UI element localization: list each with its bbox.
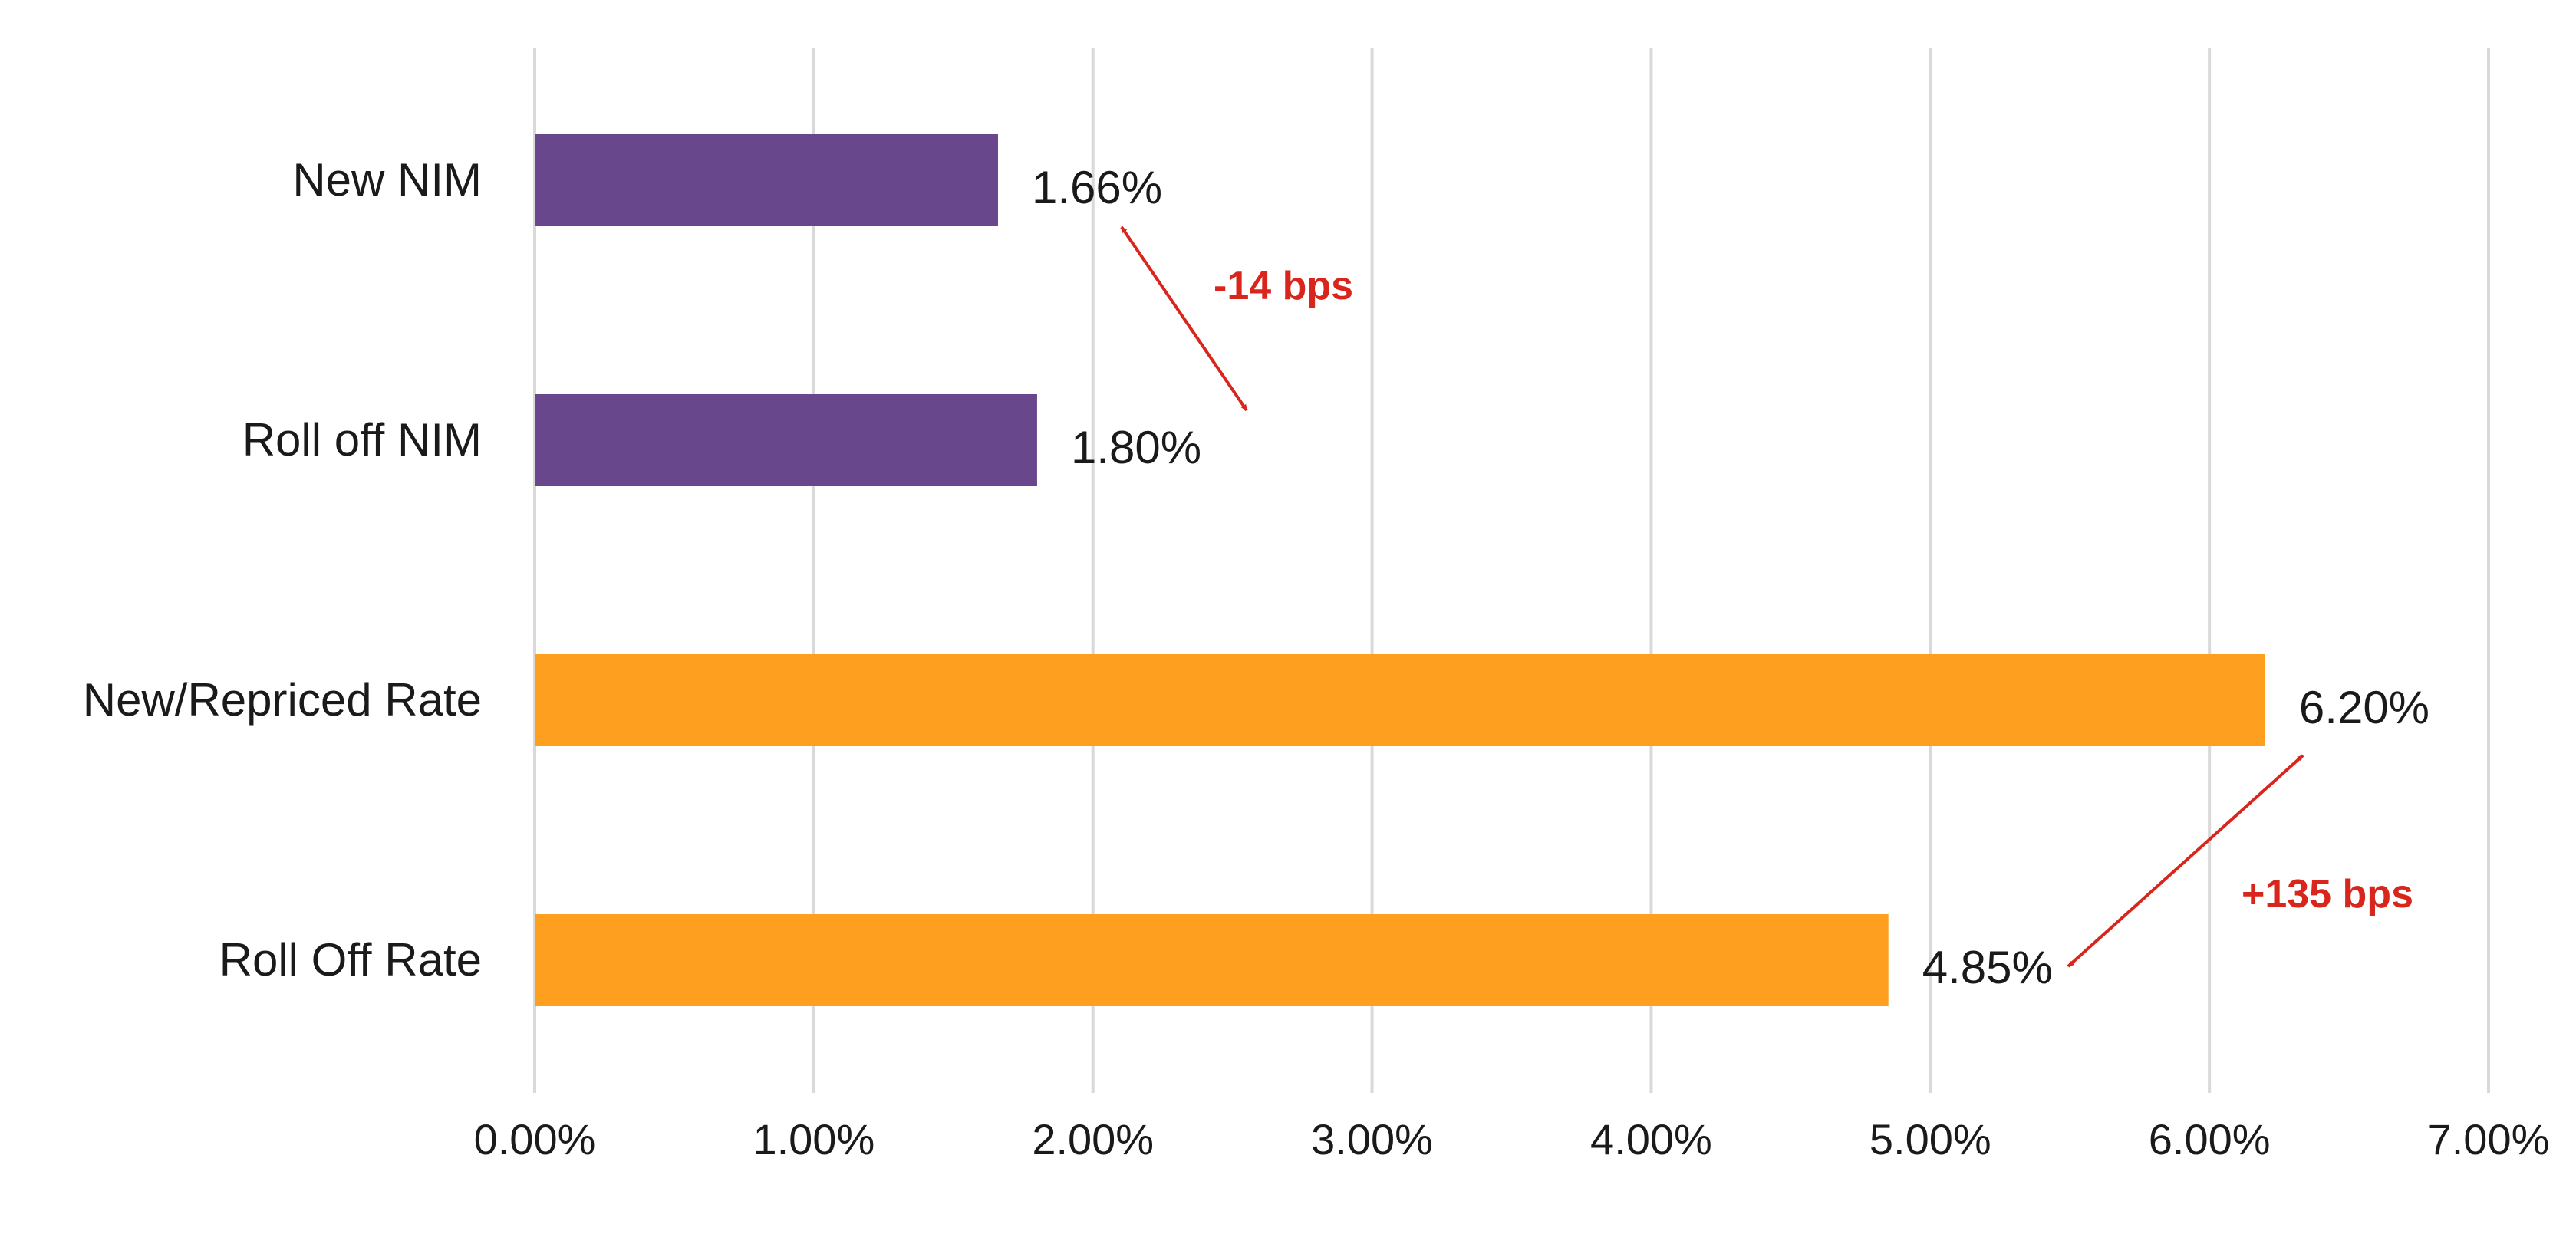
x-tick-label-0: 0.00% (474, 1115, 596, 1163)
annotations: -14 bps +135 bps (1120, 225, 2413, 968)
x-tick-label-2: 2.00% (1032, 1115, 1154, 1163)
x-tick-label-4: 4.00% (1590, 1115, 1712, 1163)
bars (535, 134, 2265, 1006)
x-tick-labels: 0.00% 1.00% 2.00% 3.00% 4.00% 5.00% 6.00% 7.00% (474, 1115, 2550, 1163)
x-tick-label-3: 3.00% (1311, 1115, 1433, 1163)
value-label-roll-off-rate: 4.85% (1922, 942, 2053, 993)
x-tick-label-1: 1.00% (753, 1115, 875, 1163)
value-label-roll-off-nim: 1.80% (1071, 422, 1201, 473)
x-tick-label-5: 5.00% (1869, 1115, 1991, 1163)
annotation-2-arrow (2067, 754, 2304, 968)
annotation-1-arrow (1120, 225, 1248, 412)
bar-new-nim (535, 134, 999, 226)
bar-roll-off-nim (535, 394, 1037, 486)
x-tick-label-6: 6.00% (2149, 1115, 2271, 1163)
value-label-new-repriced-rate: 6.20% (2299, 682, 2429, 733)
category-label-new-nim: New NIM (292, 154, 482, 206)
category-labels: New NIM Roll off NIM New/Repriced Rate Roll… (83, 154, 482, 986)
value-labels: 1.66% 1.80% 6.20% 4.85% (1032, 162, 2429, 993)
bar-new-repriced-rate (535, 654, 2265, 746)
category-label-roll-off-rate: Roll Off Rate (219, 934, 482, 986)
x-tick-label-7: 7.00% (2428, 1115, 2550, 1163)
category-label-roll-off-nim: Roll off NIM (242, 414, 482, 466)
annotation-2-label: +135 bps (2242, 872, 2413, 916)
value-label-new-nim: 1.66% (1032, 162, 1162, 213)
bar-roll-off-rate (535, 914, 1889, 1006)
category-label-new-repriced-rate: New/Repriced Rate (83, 674, 482, 726)
annotation-1-label: -14 bps (1214, 264, 1353, 308)
